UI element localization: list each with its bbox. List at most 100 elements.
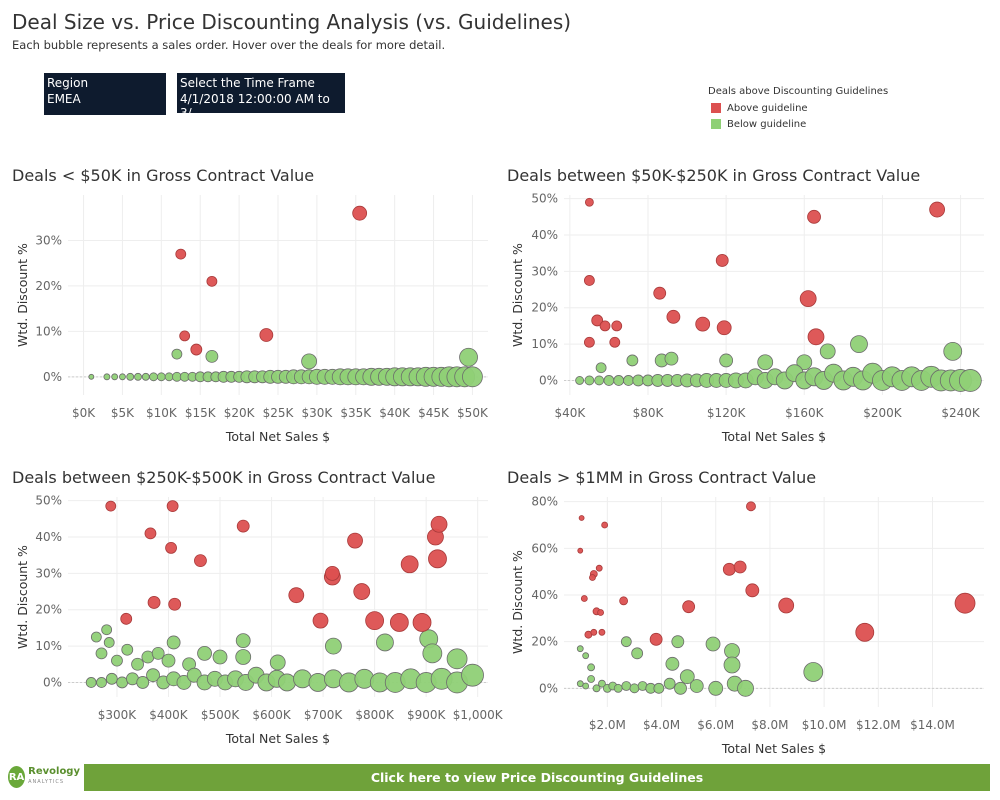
deal-bubble-above[interactable] <box>578 515 585 521</box>
deal-bubble-below[interactable] <box>719 353 734 368</box>
deal-bubble-below[interactable] <box>631 647 644 660</box>
deal-bubble-below[interactable] <box>603 375 615 386</box>
deal-bubble-below[interactable] <box>623 375 634 386</box>
deal-bubble-below[interactable] <box>197 645 212 661</box>
deal-bubble-above[interactable] <box>105 500 117 512</box>
deal-bubble-above[interactable] <box>599 320 611 332</box>
deal-bubble-above[interactable] <box>179 330 191 342</box>
deal-bubble-below[interactable] <box>613 375 625 386</box>
deal-bubble-above[interactable] <box>595 564 603 572</box>
region-filter[interactable]: Region EMEA <box>44 73 166 115</box>
deal-bubble-below[interactable] <box>422 643 443 664</box>
deal-bubble-below[interactable] <box>958 369 982 392</box>
deal-bubble-below[interactable] <box>164 372 174 382</box>
deal-bubble-below[interactable] <box>459 347 478 367</box>
deal-bubble-above[interactable] <box>716 320 732 336</box>
deal-bubble-above[interactable] <box>400 555 419 574</box>
deal-bubble-above[interactable] <box>347 532 363 549</box>
legend-item-below[interactable]: Below guideline <box>708 116 888 132</box>
legend-item-above[interactable]: Above guideline <box>708 100 888 116</box>
deal-bubble-above[interactable] <box>166 500 179 512</box>
deal-bubble-below[interactable] <box>95 647 108 660</box>
deal-bubble-below[interactable] <box>156 372 166 382</box>
deal-bubble-below[interactable] <box>446 648 468 670</box>
deal-bubble-above[interactable] <box>583 275 595 286</box>
deal-bubble-above[interactable] <box>695 316 711 332</box>
deal-bubble-below[interactable] <box>176 675 192 690</box>
deal-bubble-above[interactable] <box>611 320 623 332</box>
deal-bubble-below[interactable] <box>85 677 97 688</box>
deal-bubble-below[interactable] <box>293 669 312 689</box>
deal-bubble-above[interactable] <box>389 613 409 632</box>
deal-bubble-above[interactable] <box>855 622 875 642</box>
deal-bubble-below[interactable] <box>235 649 252 665</box>
deal-bubble-below[interactable] <box>592 684 601 693</box>
deal-bubble-below[interactable] <box>594 375 605 386</box>
deal-bubble-above[interactable] <box>324 565 340 581</box>
deal-bubble-below[interactable] <box>161 653 176 668</box>
deal-bubble-below[interactable] <box>116 676 129 689</box>
deal-bubble-above[interactable] <box>598 628 606 636</box>
deal-bubble-below[interactable] <box>850 335 868 353</box>
deal-bubble-above[interactable] <box>365 611 385 631</box>
deal-bubble-below[interactable] <box>103 373 111 381</box>
deal-bubble-below[interactable] <box>664 351 679 366</box>
deal-bubble-above[interactable] <box>583 336 595 348</box>
deal-bubble-above[interactable] <box>580 595 588 602</box>
deal-bubble-above[interactable] <box>609 336 621 348</box>
deal-bubble-above[interactable] <box>168 597 182 611</box>
deal-bubble-above[interactable] <box>412 613 432 632</box>
deal-bubble-above[interactable] <box>353 583 371 600</box>
deal-bubble-above[interactable] <box>649 632 663 646</box>
deal-bubble-above[interactable] <box>653 286 667 300</box>
deal-bubble-below[interactable] <box>632 374 645 387</box>
deal-bubble-below[interactable] <box>166 635 181 650</box>
deal-bubble-below[interactable] <box>461 663 484 687</box>
deal-bubble-below[interactable] <box>689 679 704 693</box>
deal-bubble-below[interactable] <box>598 679 606 688</box>
deal-bubble-below[interactable] <box>757 354 774 371</box>
deal-bubble-below[interactable] <box>101 624 113 636</box>
deal-bubble-below[interactable] <box>671 635 685 649</box>
deal-bubble-above[interactable] <box>165 542 177 554</box>
deal-bubble-above[interactable] <box>206 275 218 287</box>
deal-bubble-below[interactable] <box>462 366 483 388</box>
deal-bubble-below[interactable] <box>146 668 160 683</box>
deal-bubble-above[interactable] <box>722 562 736 576</box>
deal-bubble-below[interactable] <box>575 376 585 385</box>
deal-bubble-below[interactable] <box>141 372 150 381</box>
deal-bubble-above[interactable] <box>312 612 329 629</box>
deal-bubble-below[interactable] <box>576 645 584 653</box>
deal-bubble-below[interactable] <box>724 643 740 659</box>
deal-bubble-below[interactable] <box>621 681 632 691</box>
deal-bubble-below[interactable] <box>708 680 724 696</box>
deal-bubble-above[interactable] <box>120 612 133 625</box>
deal-bubble-below[interactable] <box>103 637 115 648</box>
deal-bubble-below[interactable] <box>626 354 639 367</box>
deal-bubble-above[interactable] <box>807 209 821 224</box>
deal-bubble-below[interactable] <box>629 683 640 694</box>
deal-bubble-above[interactable] <box>428 549 447 569</box>
deal-bubble-above[interactable] <box>259 328 274 342</box>
deal-bubble-below[interactable] <box>90 631 102 643</box>
deal-bubble-above[interactable] <box>666 309 681 324</box>
deal-bubble-below[interactable] <box>149 372 158 382</box>
deal-bubble-above[interactable] <box>194 554 207 568</box>
deal-bubble-below[interactable] <box>819 343 836 360</box>
deal-bubble-below[interactable] <box>235 633 251 649</box>
deal-bubble-below[interactable] <box>171 348 183 360</box>
deal-bubble-below[interactable] <box>595 362 607 374</box>
deal-bubble-above[interactable] <box>590 628 598 636</box>
deal-bubble-above[interactable] <box>175 248 187 260</box>
deal-bubble-below[interactable] <box>796 354 813 371</box>
deal-bubble-below[interactable] <box>126 372 135 381</box>
deal-bubble-below[interactable] <box>582 652 590 660</box>
deal-bubble-above[interactable] <box>236 519 250 533</box>
deal-bubble-below[interactable] <box>324 637 342 655</box>
deal-bubble-below[interactable] <box>582 682 590 690</box>
deal-bubble-below[interactable] <box>151 646 165 660</box>
deal-bubble-above[interactable] <box>430 515 448 533</box>
deal-bubble-below[interactable] <box>679 669 695 685</box>
deal-bubble-above[interactable] <box>144 527 157 540</box>
deal-bubble-below[interactable] <box>134 372 142 381</box>
